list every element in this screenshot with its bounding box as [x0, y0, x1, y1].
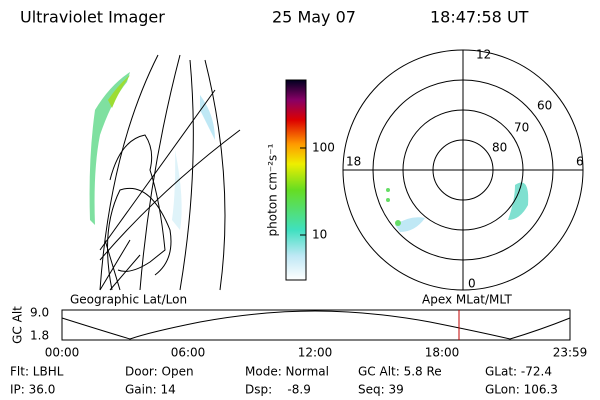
- status-field: IP: 36.0: [10, 383, 55, 397]
- mlt-label: 0: [468, 277, 476, 291]
- colorbar: [285, 79, 307, 281]
- y-tick-label: 9.0: [30, 306, 49, 320]
- status-field: GLat: -72.4: [485, 365, 552, 379]
- x-tick-label: 12:00: [298, 346, 333, 360]
- x-tick-label: 00:00: [45, 346, 80, 360]
- x-tick-label: 06:00: [171, 346, 206, 360]
- mlt-label: 6: [576, 155, 584, 169]
- y-label: GC Alt: [11, 306, 25, 344]
- date: 25 May 07: [272, 8, 356, 27]
- time: 18:47:58 UT: [430, 8, 529, 27]
- geo-map: [89, 54, 241, 291]
- map-label: Apex MLat/MLT: [422, 293, 512, 307]
- status-field: Dsp: -8.9: [245, 383, 311, 397]
- status-field: Door: Open: [125, 365, 194, 379]
- polar-plot: [342, 49, 584, 291]
- altitude-curve: [61, 310, 571, 340]
- altitude-frame: [61, 309, 571, 341]
- status-field: Mode: Normal: [245, 365, 329, 379]
- status-field: Seq: 39: [358, 383, 404, 397]
- y-tick-label: 1.8: [30, 329, 49, 343]
- colorbar-tick-label: 100: [312, 141, 335, 155]
- map-label: Geographic Lat/Lon: [70, 293, 187, 307]
- mlt-label: 18: [346, 155, 361, 169]
- lat-label: 70: [514, 121, 529, 135]
- status-field: Flt: LBHL: [10, 365, 64, 379]
- lat-label: 60: [537, 99, 552, 113]
- colorbar-tick-label: 10: [312, 228, 327, 242]
- status-field: GC Alt: 5.8 Re: [358, 365, 442, 379]
- title: Ultraviolet Imager: [20, 8, 165, 27]
- lat-label: 80: [492, 141, 507, 155]
- status-field: GLon: 106.3: [485, 383, 558, 397]
- mlt-label: 12: [476, 48, 491, 62]
- colorbar-label: photon cm⁻²s⁻¹: [266, 143, 280, 236]
- x-tick-label: 23:59: [553, 346, 588, 360]
- x-tick-label: 18:00: [425, 346, 460, 360]
- status-field: Gain: 14: [125, 383, 176, 397]
